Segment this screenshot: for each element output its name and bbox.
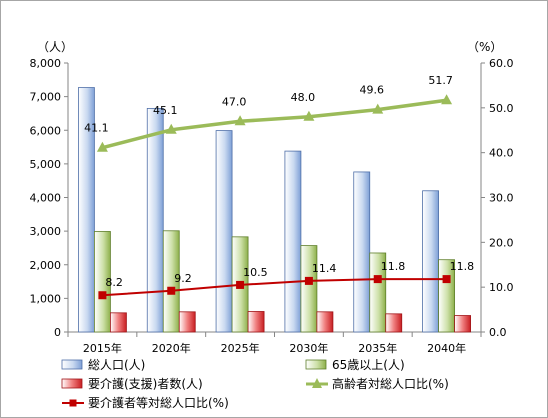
right-axis-tick-label: 10.0 (489, 281, 514, 294)
line-series-0 (101, 98, 447, 150)
data-label-0-0: 41.1 (84, 122, 109, 135)
right-axis-tick-label: 30.0 (489, 192, 514, 205)
left-axis-tick-label: 6,000 (30, 124, 62, 137)
line-marker-0-4 (372, 103, 384, 114)
line-marker-0-1 (165, 123, 177, 134)
legend-marker-3 (312, 378, 322, 388)
legend-label-2: 要介護(支援)者数(人) (88, 376, 203, 391)
right-axis-tick-label: 50.0 (489, 102, 514, 115)
right-axis-unit-label: （%） (467, 40, 502, 54)
legend-label-3: 高齢者対総人口比(%) (332, 376, 449, 391)
bar-2-4 (385, 313, 403, 333)
data-label-1-1: 9.2 (174, 272, 192, 285)
bar-2-3 (316, 311, 334, 333)
bar-2-0 (110, 312, 127, 333)
line-marker-1-5 (442, 275, 451, 284)
left-axis-tick-label: 7,000 (30, 91, 62, 104)
legend-swatch-1 (305, 359, 327, 370)
data-label-0-5: 51.7 (428, 74, 453, 87)
x-axis-tick-label: 2025年 (221, 341, 260, 355)
data-label-0-3: 48.0 (291, 91, 316, 104)
left-axis-tick-label: 3,000 (30, 225, 62, 238)
line-series-1 (102, 278, 447, 297)
bar-2-1 (178, 311, 196, 333)
data-label-1-2: 10.5 (243, 266, 267, 279)
x-axis-tick-label: 2035年 (358, 341, 397, 355)
data-label-0-4: 49.6 (360, 84, 385, 97)
data-label-0-2: 47.0 (222, 95, 247, 108)
right-axis-tick-label: 60.0 (489, 57, 514, 70)
line-marker-1-4 (373, 275, 382, 284)
bar-0-1 (146, 107, 164, 333)
legend-marker-4 (69, 399, 77, 407)
legend-label-0: 総人口(人) (88, 358, 145, 372)
line-marker-0-5 (441, 94, 453, 105)
bar-0-0 (78, 87, 95, 333)
right-axis-tick-label: 0.0 (489, 326, 507, 339)
x-axis-tick-label: 2040年 (427, 341, 466, 355)
legend-label-1: 65歳以上(人) (332, 358, 405, 372)
left-axis-tick-label: 1,000 (30, 292, 62, 305)
bar-0-2 (215, 130, 233, 333)
plot-area: 0 1,000 2,000 3,000 4,000 5,000 6,000 7,000 8,00… (30, 57, 514, 355)
bar-0-3 (284, 150, 302, 333)
line-marker-0-2 (234, 115, 246, 126)
legend-swatch-0 (61, 359, 83, 370)
x-axis-tick-label: 2020年 (152, 341, 191, 355)
bar-0-5 (422, 190, 439, 333)
right-axis-tick-label: 40.0 (489, 147, 514, 160)
line-marker-1-1 (167, 286, 176, 295)
bar-1-3 (300, 245, 318, 333)
bar-2-2 (247, 311, 265, 333)
x-axis-tick-label: 2015年 (83, 341, 122, 355)
data-label-1-5: 11.8 (450, 260, 475, 273)
left-axis-tick-label: 2,000 (30, 259, 62, 272)
data-label-0-1: 45.1 (153, 104, 178, 117)
data-label-1-4: 11.8 (381, 260, 406, 273)
bar-1-4 (369, 252, 387, 333)
data-label-1-3: 11.4 (312, 262, 337, 275)
line-marker-1-3 (304, 276, 313, 285)
legend-label-4: 要介護者等対総人口比(%) (88, 395, 229, 410)
x-axis-tick-label: 2030年 (289, 341, 328, 355)
line-marker-0-3 (303, 110, 315, 121)
bar-0-4 (353, 171, 371, 333)
data-label-1-0: 8.2 (105, 276, 123, 289)
left-axis-unit-label: （人） (37, 40, 73, 54)
line-marker-0-0 (96, 141, 108, 152)
left-axis-tick-label: 4,000 (30, 192, 62, 205)
right-axis-tick-label: 20.0 (489, 236, 514, 249)
legend: 総人口(人) 65歳以上(人) 要介護(支援)者数(人) 高齢者対総人口比(%) 要介護… (61, 358, 449, 410)
left-axis-tick-label: 0 (54, 326, 61, 339)
left-axis-tick-label: 8,000 (30, 57, 62, 70)
bar-1-0 (94, 231, 111, 333)
bar-1-1 (162, 230, 180, 333)
legend-swatch-2 (61, 378, 83, 389)
line-marker-1-0 (98, 291, 107, 300)
line-marker-1-2 (236, 280, 245, 289)
bar-2-5 (454, 315, 471, 333)
left-axis-tick-label: 5,000 (30, 158, 62, 171)
